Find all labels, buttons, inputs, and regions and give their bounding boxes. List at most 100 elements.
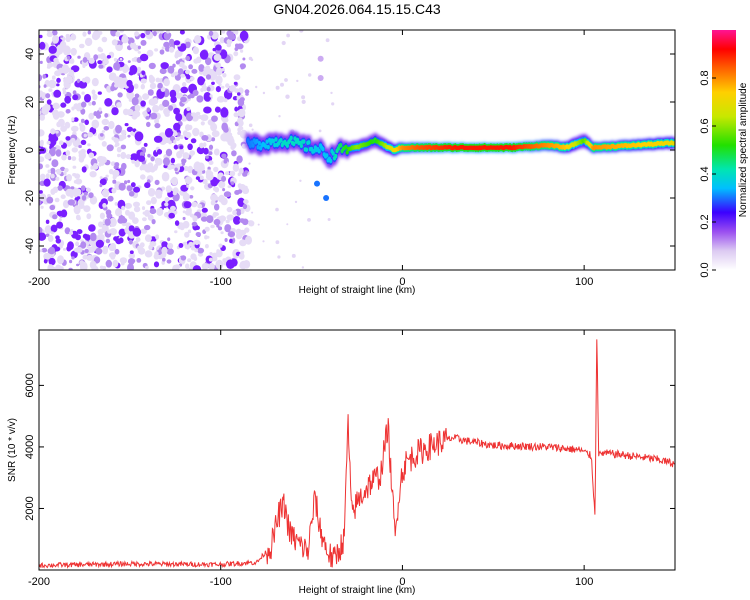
noise-speckle — [281, 40, 286, 46]
noise-speckle — [173, 122, 181, 131]
noise-speckle — [144, 234, 152, 242]
noise-speckle — [106, 144, 114, 152]
noise-speckle — [238, 126, 244, 131]
noise-speckle — [173, 144, 179, 150]
noise-speckle — [216, 67, 223, 76]
noise-speckle — [164, 202, 169, 207]
noise-speckle — [166, 248, 174, 255]
noise-speckle — [218, 215, 227, 222]
noise-speckle — [99, 133, 104, 137]
noise-speckle — [173, 107, 181, 115]
noise-speckle — [99, 156, 107, 164]
noise-speckle — [105, 174, 109, 178]
noise-speckle — [180, 73, 186, 78]
noise-speckle — [111, 187, 117, 194]
noise-speckle — [64, 227, 71, 235]
snr-x-ticks: -200 -100 0 100 — [28, 330, 593, 588]
noise-speckle — [75, 178, 83, 185]
track-core-cell — [289, 135, 293, 141]
noise-speckle — [150, 156, 155, 162]
noise-speckle — [98, 162, 102, 167]
noise-speckle — [188, 267, 193, 270]
noise-speckle — [75, 246, 83, 253]
noise-speckle — [83, 191, 88, 196]
noise-speckle — [235, 43, 239, 48]
colorbar-label: Normalized spectral amplitude — [738, 82, 749, 217]
noise-speckle — [71, 117, 75, 122]
noise-speckle — [73, 117, 79, 122]
noise-speckle — [140, 78, 147, 84]
noise-speckle — [180, 255, 187, 261]
noise-speckle — [62, 248, 67, 251]
noise-speckle — [185, 124, 191, 131]
noise-speckle — [215, 44, 222, 51]
x-tick-label: -100 — [210, 276, 232, 288]
noise-speckle — [132, 110, 141, 118]
noise-speckle — [224, 238, 228, 242]
noise-speckle — [92, 93, 98, 101]
noise-speckle — [128, 191, 135, 197]
noise-speckle — [43, 258, 48, 264]
noise-speckle — [215, 75, 223, 85]
noise-speckle — [107, 195, 114, 202]
y-tick-label: 2000 — [24, 496, 36, 520]
track-core-cell — [273, 142, 277, 148]
noise-speckle — [173, 131, 178, 137]
noise-speckle — [205, 169, 213, 178]
noise-speckle — [141, 70, 146, 76]
noise-speckle — [128, 211, 136, 220]
noise-speckle — [84, 119, 89, 126]
noise-speckle — [156, 149, 163, 155]
noise-speckle — [46, 196, 54, 204]
noise-speckle — [229, 238, 233, 244]
noise-speckle — [51, 159, 59, 168]
noise-speckle — [45, 173, 50, 179]
noise-speckle — [147, 188, 156, 197]
noise-speckle — [82, 233, 88, 239]
noise-speckle — [196, 95, 204, 103]
spectral-track-layer — [245, 55, 675, 201]
noise-speckle — [175, 113, 183, 122]
noise-speckle — [99, 53, 106, 60]
noise-speckle — [301, 266, 305, 269]
noise-speckle — [221, 85, 225, 89]
noise-speckle — [200, 216, 208, 222]
noise-speckle — [47, 264, 54, 270]
noise-speckle — [262, 240, 265, 243]
noise-speckle — [178, 243, 184, 248]
noise-speckle — [131, 96, 139, 106]
noise-speckle — [92, 164, 99, 170]
noise-speckle — [262, 91, 266, 95]
noise-speckle — [97, 46, 102, 52]
noise-speckle-layer — [39, 30, 335, 270]
track-core-cell — [292, 141, 296, 147]
noise-speckle — [190, 186, 195, 191]
noise-speckle — [161, 46, 165, 50]
noise-speckle — [119, 57, 123, 61]
noise-speckle — [39, 90, 44, 96]
noise-speckle — [245, 92, 249, 96]
noise-speckle — [39, 60, 43, 64]
noise-speckle — [205, 155, 209, 159]
noise-speckle — [59, 40, 67, 50]
noise-speckle — [186, 106, 191, 111]
noise-speckle — [233, 216, 241, 225]
noise-speckle — [181, 158, 187, 164]
noise-speckle — [175, 136, 180, 141]
noise-speckle — [142, 211, 147, 215]
noise-speckle — [163, 31, 171, 41]
noise-speckle — [47, 234, 54, 243]
noise-speckle — [183, 165, 189, 172]
noise-speckle — [165, 148, 173, 157]
noise-speckle — [213, 148, 220, 156]
noise-speckle — [133, 83, 139, 89]
noise-speckle — [192, 46, 199, 55]
noise-speckle — [229, 85, 236, 92]
noise-speckle — [331, 102, 335, 106]
noise-speckle — [186, 206, 192, 215]
noise-speckle — [280, 82, 284, 87]
track-core-cell — [285, 143, 289, 148]
spectrogram-y-label: Frequency (Hz) — [7, 116, 18, 185]
noise-speckle — [210, 194, 218, 202]
noise-speckle — [80, 108, 86, 115]
